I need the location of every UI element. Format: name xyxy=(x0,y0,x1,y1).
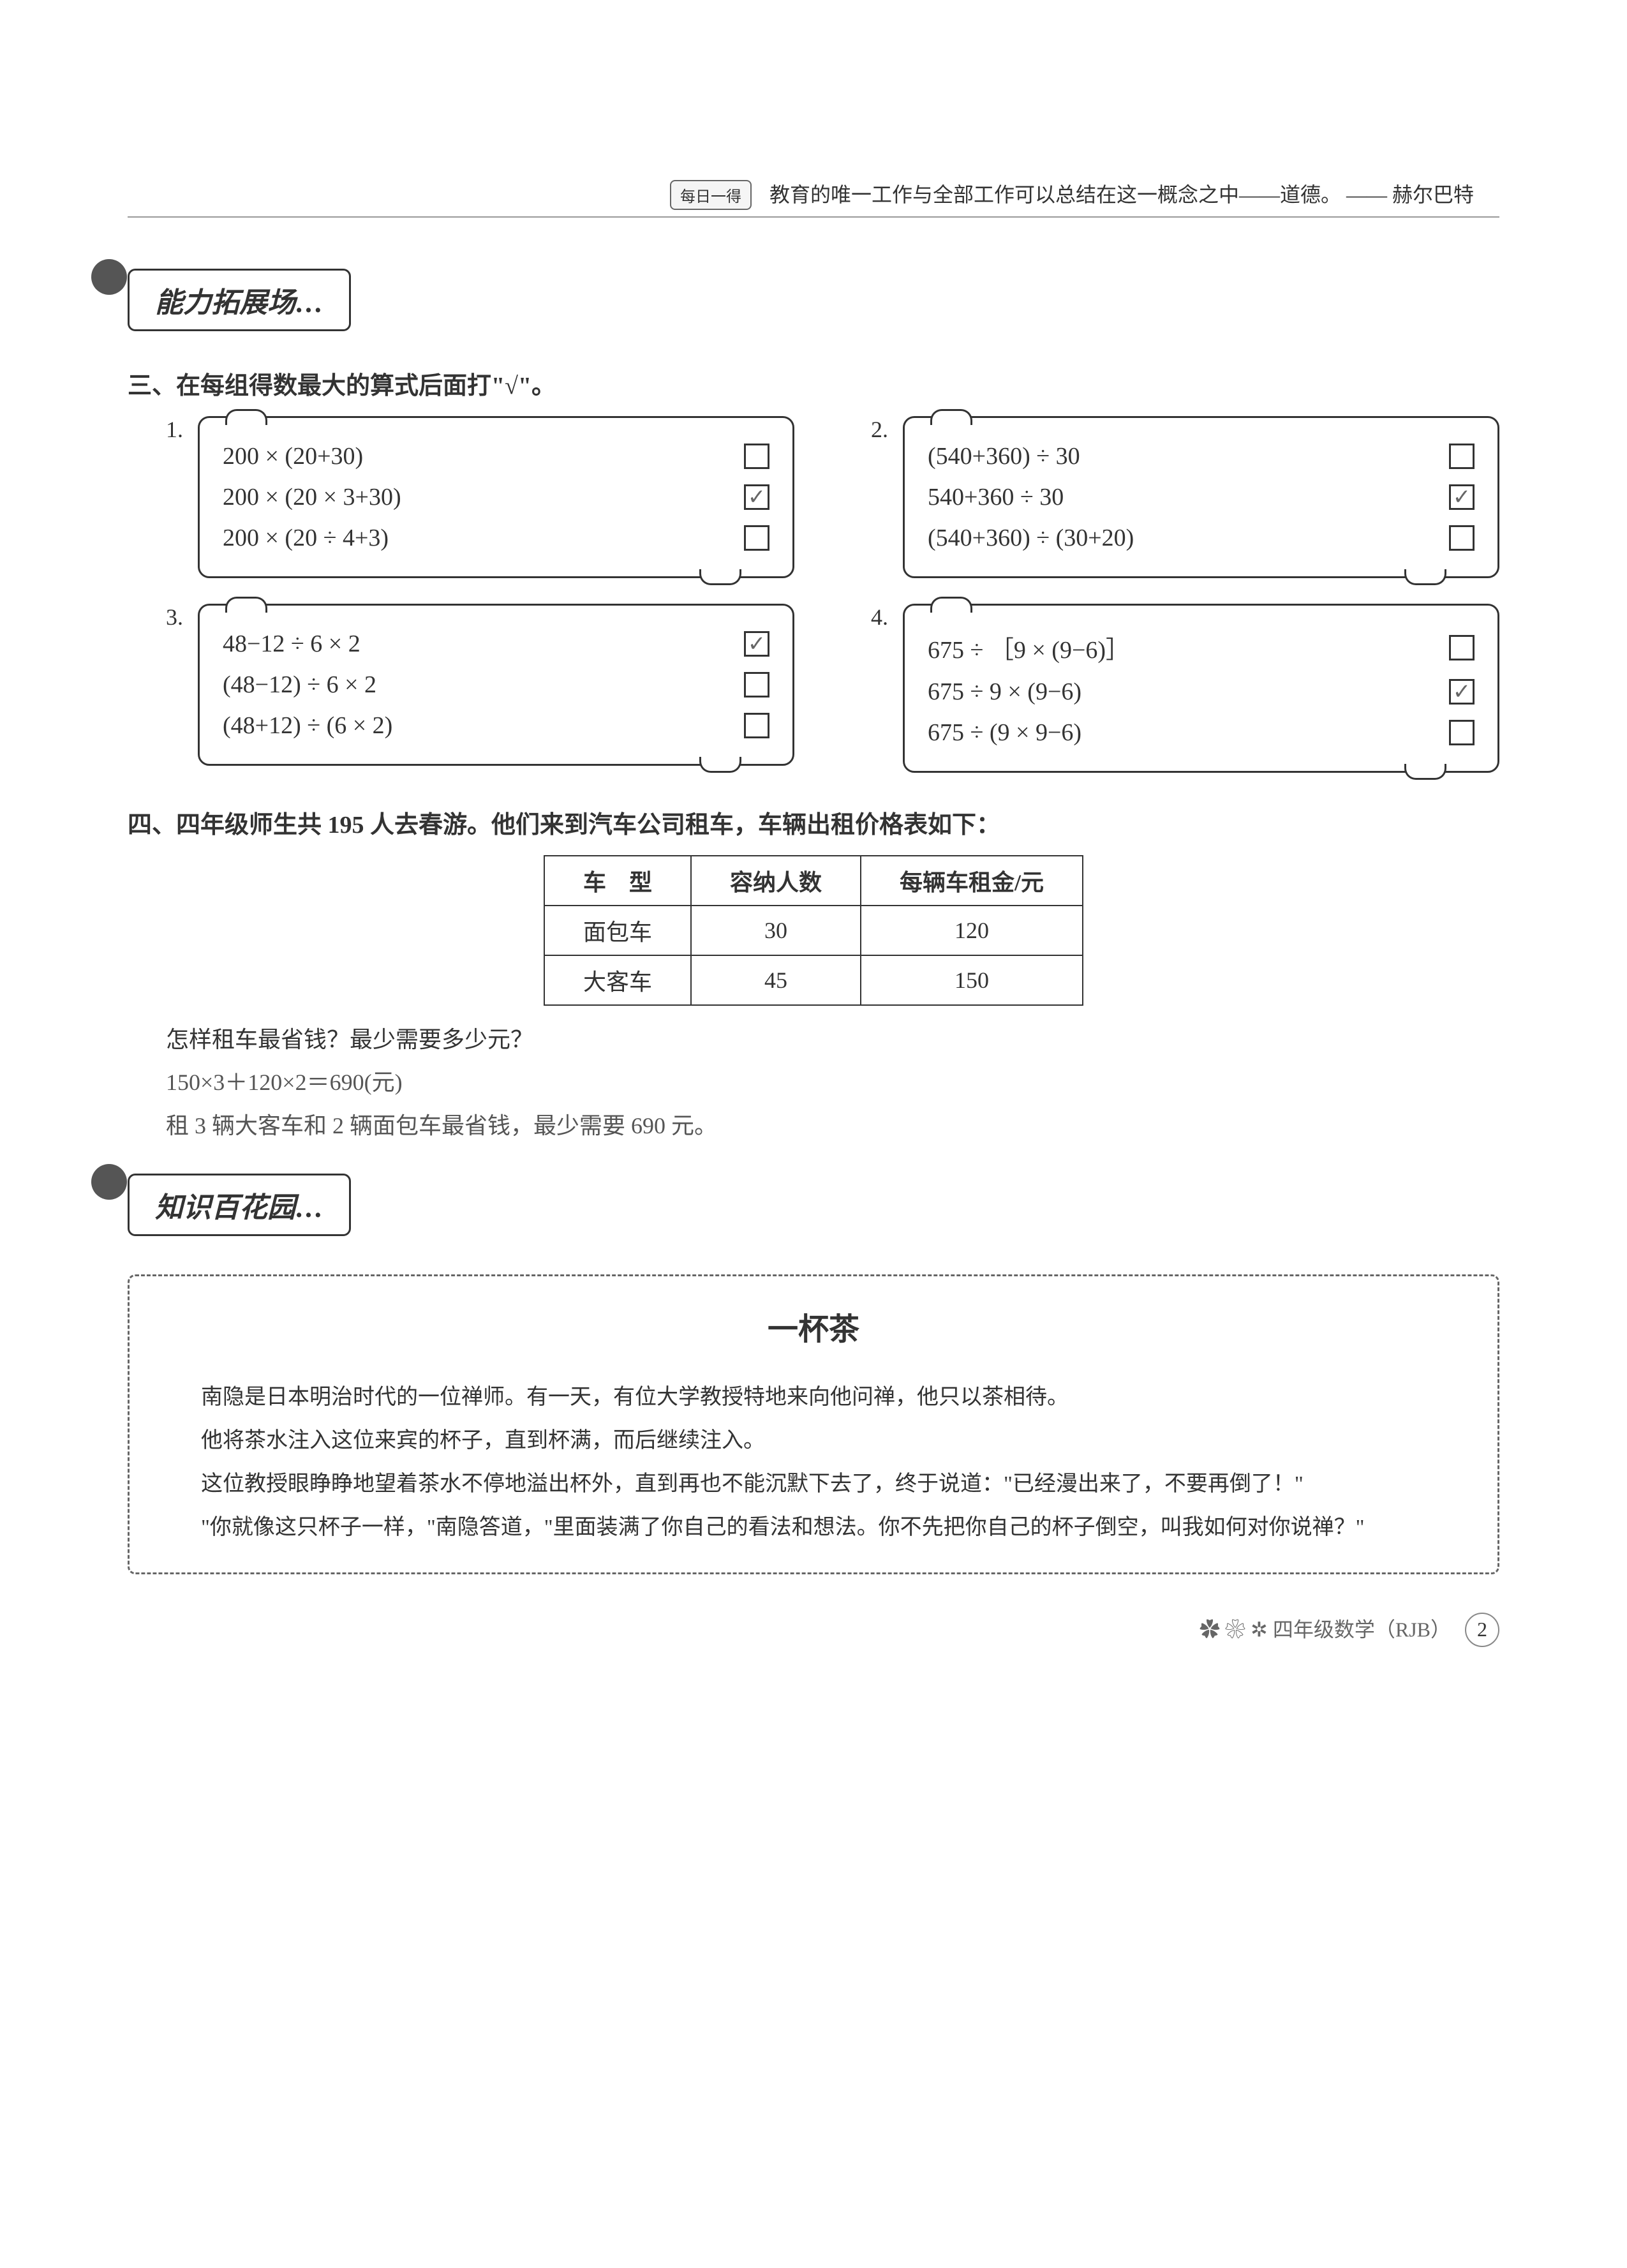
answer-checkbox[interactable] xyxy=(744,525,769,551)
answer-checkbox[interactable] xyxy=(744,672,769,698)
expression-row: 200 × (20 ÷ 4+3) xyxy=(223,518,769,558)
page-number: 2 xyxy=(1465,1613,1499,1647)
table-header-cell: 容纳人数 xyxy=(691,856,861,906)
expression-text: (540+360) ÷ (30+20) xyxy=(928,524,1134,552)
section-banner-ability: 能力拓展场… xyxy=(128,269,351,331)
quote-text: 教育的唯一工作与全部工作可以总结在这一概念之中——道德。 —— 赫尔巴特 xyxy=(769,183,1474,206)
expression-row: 675 ÷ 9 × (9−6) ✓ xyxy=(928,671,1475,712)
expression-text: 200 × (20+30) xyxy=(223,442,363,470)
daily-badge: 每日一得 xyxy=(670,180,752,210)
story-paragraph: 这位教授眼睁睁地望着茶水不停地溢出杯外，直到再也不能沉默下去了，终于说道："已经… xyxy=(158,1463,1469,1506)
footer-deco: ✿ ❀ ✲ xyxy=(1200,1618,1273,1641)
expression-row: 675 ÷ ［9 × (9−6)］ xyxy=(928,623,1475,671)
expression-text: (540+360) ÷ 30 xyxy=(928,442,1080,470)
problem-number: 3. xyxy=(166,604,183,630)
table-cell: 面包车 xyxy=(544,906,691,955)
table-cell: 大客车 xyxy=(544,955,691,1005)
answer-line-2: 租 3 辆大客车和 2 辆面包车最省钱，最少需要 690 元。 xyxy=(166,1104,1499,1147)
expression-text: 675 ÷ 9 × (9−6) xyxy=(928,678,1081,706)
answer-checkbox[interactable] xyxy=(1449,444,1475,469)
problem-number: 1. xyxy=(166,416,183,443)
table-cell: 120 xyxy=(861,906,1083,955)
table-cell: 150 xyxy=(861,955,1083,1005)
expression-text: (48+12) ÷ (6 × 2) xyxy=(223,712,392,740)
expression-row: (48−12) ÷ 6 × 2 xyxy=(223,664,769,705)
question-4-title: 四、四年级师生共 195 人去春游。他们来到汽车公司租车，车辆出租价格表如下： xyxy=(128,805,1499,840)
answer-checkbox[interactable]: ✓ xyxy=(744,631,769,657)
question-4-prompt: 怎样租车最省钱？最少需要多少元？ xyxy=(166,1021,1499,1054)
expression-text: 48−12 ÷ 6 × 2 xyxy=(223,630,360,658)
answer-checkbox[interactable] xyxy=(744,713,769,738)
answer-checkbox[interactable] xyxy=(1449,635,1475,660)
footer-text: 四年级数学（RJB） xyxy=(1273,1618,1451,1641)
problem-block: 2.(540+360) ÷ 30540+360 ÷ 30✓(540+360) ÷… xyxy=(871,416,1499,578)
story-paragraph: 南隐是日本明治时代的一位禅师。有一天，有位大学教授特地来向他问禅，他只以茶相待。 xyxy=(158,1376,1469,1419)
table-row: 大客车45150 xyxy=(544,955,1083,1005)
problem-block: 1.200 × (20+30)200 × (20 × 3+30)✓200 × (… xyxy=(166,416,794,578)
section-banner-knowledge: 知识百花园… xyxy=(128,1174,351,1236)
expression-text: 675 ÷ (9 × 9−6) xyxy=(928,719,1081,747)
question-3-title: 三、在每组得数最大的算式后面打"√"。 xyxy=(128,366,1499,401)
problem-block: 3. 48−12 ÷ 6 × 2 ✓ (48−12) ÷ 6 × 2 (48+12) ÷… xyxy=(166,604,794,773)
problem-number: 2. xyxy=(871,416,888,443)
table-header-cell: 每辆车租金/元 xyxy=(861,856,1083,906)
answer-line-1: 150×3＋120×2＝690(元) xyxy=(166,1061,1499,1104)
answer-checkbox[interactable]: ✓ xyxy=(744,484,769,510)
expression-bubble: 200 × (20+30)200 × (20 × 3+30)✓200 × (20… xyxy=(198,416,794,578)
problems-grid: 1.200 × (20+30)200 × (20 × 3+30)✓200 × (… xyxy=(166,416,1499,773)
expression-row: 48−12 ÷ 6 × 2 ✓ xyxy=(223,623,769,664)
expression-text: 540+360 ÷ 30 xyxy=(928,483,1064,511)
expression-row: (48+12) ÷ (6 × 2) xyxy=(223,705,769,746)
expression-row: 540+360 ÷ 30 ✓ xyxy=(928,477,1475,518)
question-4-answer: 150×3＋120×2＝690(元) 租 3 辆大客车和 2 辆面包车最省钱，最… xyxy=(166,1061,1499,1148)
answer-checkbox[interactable] xyxy=(744,444,769,469)
problem-number: 4. xyxy=(871,604,888,630)
story-box: 一杯茶 南隐是日本明治时代的一位禅师。有一天，有位大学教授特地来向他问禅，他只以… xyxy=(128,1274,1499,1574)
answer-checkbox[interactable] xyxy=(1449,720,1475,745)
expression-row: 200 × (20+30) xyxy=(223,436,769,477)
page-footer: ✿ ❀ ✲ 四年级数学（RJB） 2 xyxy=(128,1613,1499,1647)
header-quote-bar: 每日一得 教育的唯一工作与全部工作可以总结在这一概念之中——道德。 —— 赫尔巴… xyxy=(128,179,1499,218)
expression-bubble: 48−12 ÷ 6 × 2 ✓ (48−12) ÷ 6 × 2 (48+12) ÷ (… xyxy=(198,604,794,766)
table-cell: 30 xyxy=(691,906,861,955)
expression-row: 675 ÷ (9 × 9−6) xyxy=(928,712,1475,753)
expression-row: (540+360) ÷ (30+20) xyxy=(928,518,1475,558)
expression-row: 200 × (20 × 3+30) ✓ xyxy=(223,477,769,518)
problem-block: 4.675 ÷ ［9 × (9−6)］675 ÷ 9 × (9−6)✓675 ÷… xyxy=(871,604,1499,773)
answer-checkbox[interactable]: ✓ xyxy=(1449,679,1475,705)
expression-bubble: (540+360) ÷ 30 540+360 ÷ 30 ✓ (540+360) ÷ (… xyxy=(903,416,1499,578)
story-paragraph: "你就像这只杯子一样，"南隐答道，"里面装满了你自己的看法和想法。你不先把你自己… xyxy=(158,1506,1469,1549)
story-paragraph: 他将茶水注入这位来宾的杯子，直到杯满，而后继续注入。 xyxy=(158,1419,1469,1463)
table-row: 面包车30120 xyxy=(544,906,1083,955)
answer-checkbox[interactable]: ✓ xyxy=(1449,484,1475,510)
table-header-cell: 车 型 xyxy=(544,856,691,906)
expression-text: 200 × (20 × 3+30) xyxy=(223,483,401,511)
expression-row: (540+360) ÷ 30 xyxy=(928,436,1475,477)
expression-text: 675 ÷ ［9 × (9−6)］ xyxy=(928,630,1130,665)
expression-text: (48−12) ÷ 6 × 2 xyxy=(223,671,376,699)
price-table: 车 型容纳人数每辆车租金/元 面包车30120大客车45150 xyxy=(544,855,1083,1006)
answer-checkbox[interactable] xyxy=(1449,525,1475,551)
expression-bubble: 675 ÷ ［9 × (9−6)］ 675 ÷ 9 × (9−6) ✓ 675 ÷ (… xyxy=(903,604,1499,773)
table-cell: 45 xyxy=(691,955,861,1005)
story-title: 一杯茶 xyxy=(158,1299,1469,1361)
expression-text: 200 × (20 ÷ 4+3) xyxy=(223,524,389,552)
